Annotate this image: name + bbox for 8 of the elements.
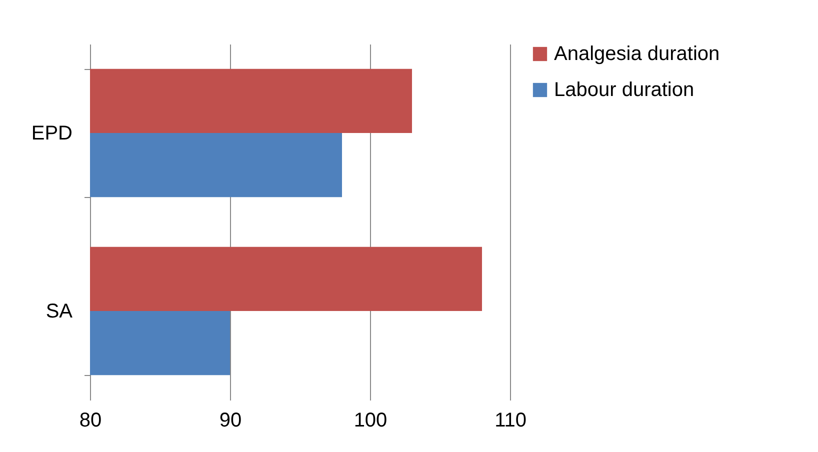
x-tick-label: 80 bbox=[79, 410, 102, 432]
legend-label: Analgesia duration bbox=[554, 43, 720, 65]
x-tick-label: 100 bbox=[354, 410, 388, 432]
x-tick-label: 110 bbox=[494, 410, 526, 432]
y-tick-label: SA bbox=[46, 300, 74, 322]
y-tick-label: EPD bbox=[31, 122, 72, 144]
legend-label: Labour duration bbox=[554, 79, 694, 101]
x-tick-label: 90 bbox=[219, 410, 242, 432]
